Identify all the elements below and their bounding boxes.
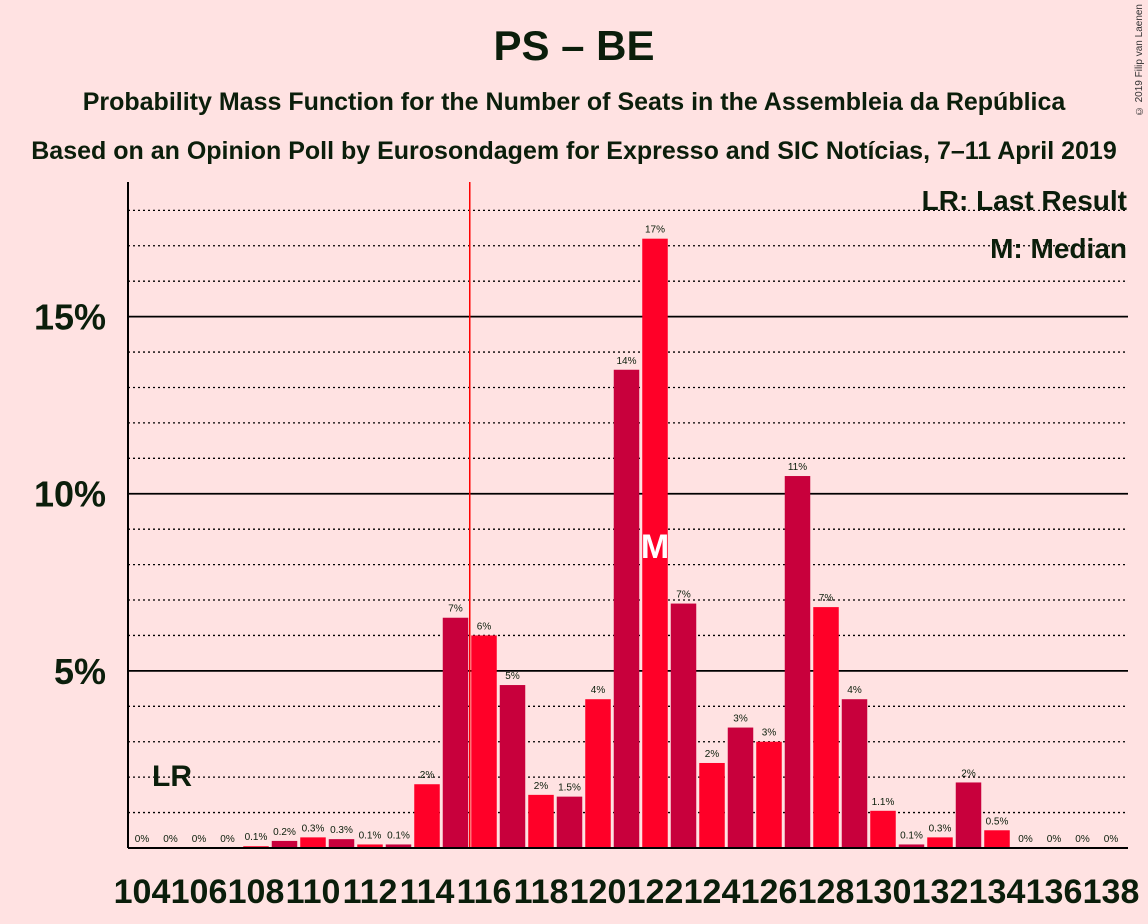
x-tick-label: 116	[457, 873, 512, 911]
x-tick-label: 106	[171, 873, 228, 911]
bar-value-label: 2%	[705, 749, 720, 760]
legend-median: M: Median	[990, 233, 1127, 264]
bar	[955, 782, 982, 848]
bar-value-label: 0.1%	[245, 832, 268, 843]
legend-last-result: LR: Last Result	[922, 185, 1127, 216]
bar-value-label: 2%	[534, 781, 549, 792]
bar-value-label: 5%	[505, 671, 520, 682]
bar-value-label: 0.3%	[302, 823, 325, 834]
x-tick-label: 136	[1026, 873, 1083, 911]
bar-value-label: 0%	[1104, 834, 1119, 845]
bar-value-label: 0.2%	[273, 827, 296, 838]
x-tick-label: 132	[912, 873, 969, 911]
bar-value-label: 3%	[762, 728, 777, 739]
bar	[471, 635, 497, 848]
bar-value-label: 0%	[163, 834, 178, 845]
bar	[813, 607, 839, 848]
bar-value-label: 0.3%	[330, 825, 353, 836]
bar-value-label: 0.1%	[359, 830, 382, 841]
bar	[984, 830, 1010, 848]
chart-subtitle-source: Based on an Opinion Poll by Eurosondagem…	[31, 137, 1117, 165]
bar-value-label: 0.1%	[900, 830, 923, 841]
bar	[328, 839, 355, 848]
chart-subtitle: Probability Mass Function for the Number…	[82, 88, 1066, 116]
bar	[870, 810, 896, 848]
bar-value-label: 2%	[420, 770, 435, 781]
bar	[300, 837, 326, 848]
bar-value-label: 0.1%	[387, 830, 410, 841]
x-tick-label: 120	[570, 873, 627, 911]
bar-value-label: 11%	[788, 462, 807, 473]
bar	[585, 699, 611, 848]
bar	[727, 727, 754, 848]
bar	[670, 603, 697, 848]
bar-value-label: 2%	[961, 768, 976, 779]
median-marker: M	[641, 528, 669, 566]
bar-value-label: 1.5%	[558, 783, 581, 794]
y-tick-label: 5%	[54, 651, 106, 692]
last-result-marker: LR	[152, 760, 192, 793]
bar-value-label: 6%	[477, 621, 492, 632]
bar	[357, 844, 383, 848]
bar	[414, 784, 440, 848]
bar	[927, 837, 953, 848]
bar-value-label: 0%	[1047, 834, 1062, 845]
bar	[841, 699, 868, 848]
bar	[642, 238, 668, 848]
bar-value-label: 0.3%	[929, 823, 952, 834]
chart-title: PS – BE	[493, 22, 655, 69]
bar	[442, 617, 469, 848]
bar-value-label: 1.1%	[872, 797, 895, 808]
x-tick-label: 112	[343, 873, 398, 911]
bar-value-label: 4%	[847, 685, 862, 696]
bar	[699, 762, 725, 848]
bar-value-label: 17%	[645, 225, 665, 236]
bar	[499, 685, 526, 848]
x-tick-label: 108	[228, 873, 285, 911]
bar	[385, 844, 412, 848]
bar-value-label: 0.5%	[986, 816, 1009, 827]
bar-value-label: 0%	[220, 834, 235, 845]
x-tick-label: 118	[514, 873, 569, 911]
bar-value-label: 0%	[135, 834, 150, 845]
bar-value-label: 14%	[616, 356, 636, 367]
x-tick-label: 134	[969, 873, 1026, 911]
bar-value-label: 0%	[1075, 834, 1090, 845]
bar-value-label: 7%	[819, 593, 834, 604]
x-tick-label: 114	[400, 873, 455, 911]
y-tick-label: 10%	[34, 474, 106, 515]
bar-value-label: 3%	[733, 714, 748, 725]
bar	[613, 369, 640, 848]
bar	[271, 840, 298, 848]
bar	[784, 476, 811, 848]
bar-value-label: 7%	[676, 590, 691, 601]
x-tick-label: 130	[855, 873, 912, 911]
bar	[528, 794, 554, 848]
x-tick-label: 124	[684, 873, 741, 911]
x-tick-label: 138	[1083, 873, 1140, 911]
x-tick-label: 126	[741, 873, 798, 911]
bar-value-label: 0%	[1018, 834, 1033, 845]
bar	[756, 741, 782, 848]
x-tick-label: 122	[627, 873, 684, 911]
x-tick-label: 128	[798, 873, 855, 911]
x-tick-label: 104	[114, 873, 171, 911]
bar	[898, 844, 925, 848]
bar-value-label: 0%	[192, 834, 207, 845]
bar	[556, 796, 583, 848]
y-tick-label: 15%	[34, 297, 106, 338]
bar-value-label: 7%	[448, 604, 463, 615]
x-tick-label: 110	[286, 873, 341, 911]
bar-value-label: 4%	[591, 685, 606, 696]
